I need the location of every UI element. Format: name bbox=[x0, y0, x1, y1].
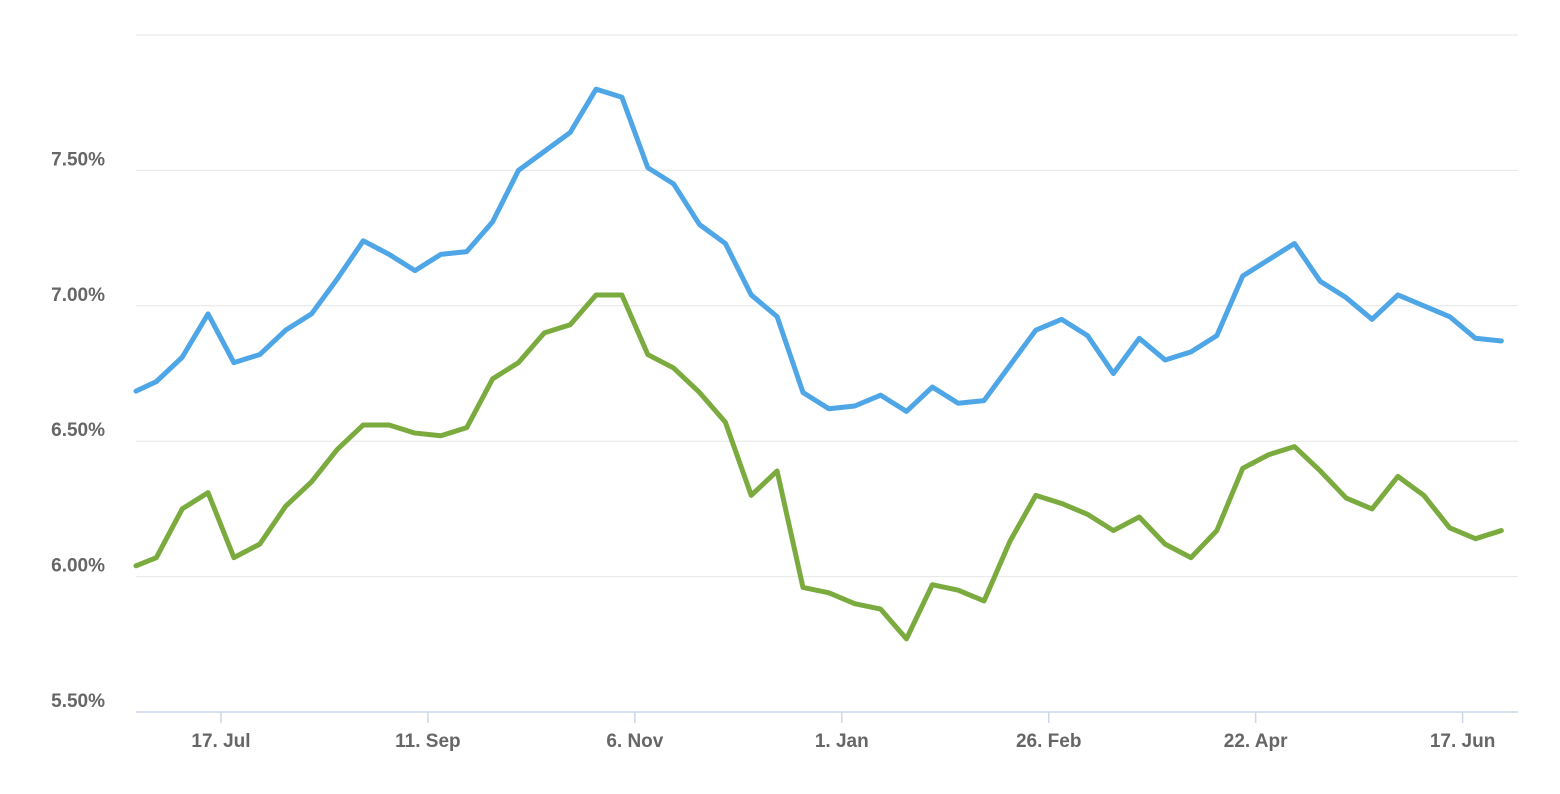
y-tick-label: 6.50% bbox=[51, 420, 105, 441]
x-tick-label: 26. Feb bbox=[1016, 731, 1081, 752]
x-tick-label: 6. Nov bbox=[606, 731, 663, 752]
x-tick-label: 22. Apr bbox=[1224, 731, 1288, 752]
x-tick-label: 1. Jan bbox=[815, 731, 869, 752]
y-tick-label: 7.50% bbox=[51, 149, 105, 170]
y-tick-label: 5.50% bbox=[51, 691, 105, 712]
x-tick-label: 17. Jun bbox=[1430, 731, 1495, 752]
line-series bbox=[133, 86, 1504, 414]
x-tick-label: 17. Jul bbox=[191, 731, 250, 752]
line-series bbox=[133, 292, 1504, 642]
y-tick-label: 7.00% bbox=[51, 285, 105, 306]
y-tick-label: 6.00% bbox=[51, 556, 105, 577]
x-tick-label: 11. Sep bbox=[395, 731, 461, 752]
